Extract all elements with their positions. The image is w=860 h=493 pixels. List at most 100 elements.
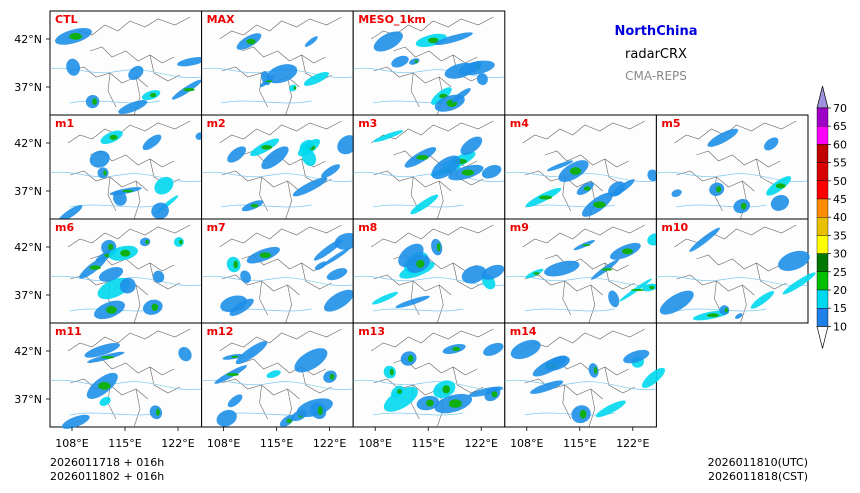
panel-label: m8 [358, 221, 377, 234]
echo-area [444, 62, 476, 79]
colorbar-tick-label: 50 [833, 175, 847, 188]
title-region: NorthChina [615, 24, 698, 39]
echo-area [119, 277, 136, 294]
echo-core [533, 272, 540, 275]
echo-area [373, 130, 404, 143]
echo-area [689, 227, 720, 252]
echo-area [292, 177, 328, 197]
echo-core [155, 408, 160, 416]
echo-core [569, 167, 582, 175]
lat-tick-label: 42°N [14, 345, 42, 358]
panel-label: m2 [207, 117, 226, 130]
echo-core [428, 37, 439, 44]
map-panel-meso_1km: MESO_1km [352, 10, 506, 116]
colorbar-tick-label: 10 [833, 320, 847, 333]
echo-area [154, 176, 174, 195]
echo-core [442, 385, 451, 394]
panel-label: m11 [55, 325, 82, 338]
echo-core [649, 285, 655, 290]
echo-area [483, 342, 504, 356]
echo-area [227, 146, 246, 163]
echo-core [246, 38, 256, 45]
echo-area [782, 272, 816, 295]
echo-core [416, 154, 429, 160]
panel-frame [352, 322, 506, 428]
lat-tick-label: 37°N [14, 81, 42, 94]
panel-label: m6 [55, 221, 74, 234]
panel-frame [201, 10, 354, 116]
panel-label: m14 [510, 325, 537, 338]
echo-core [436, 242, 441, 252]
colorbar-extend-min [816, 326, 829, 349]
echo-area [229, 298, 254, 316]
echo-core [491, 391, 498, 398]
echo-area [66, 58, 81, 76]
echo-core [145, 239, 149, 244]
echo-core [317, 406, 323, 416]
echo-core [103, 170, 107, 176]
map-panel-m9: m9 [504, 218, 662, 324]
echo-core [631, 289, 645, 291]
echo-area [481, 264, 505, 280]
echo-core [92, 98, 97, 105]
echo-area [149, 405, 163, 420]
footer-valid-utc: 2026011810(UTC) [708, 456, 808, 469]
footer-init-utc: 2026011718 + 016h [50, 456, 164, 469]
echo-core [183, 88, 195, 92]
echo-area [113, 190, 127, 206]
lon-tick-label: 115°E [411, 437, 444, 450]
echo-core [89, 265, 101, 270]
echo-core [407, 355, 414, 362]
echo-area [240, 270, 252, 284]
echo-area [151, 202, 169, 220]
lat-tick-label: 37°N [14, 185, 42, 198]
echo-area [177, 57, 206, 67]
echo-core [538, 195, 552, 200]
colorbar-segment [816, 144, 829, 163]
echo-core [740, 202, 747, 210]
panel-label: m12 [207, 325, 234, 338]
colorbar-tick-label: 40 [833, 211, 847, 224]
colorbar-segment [816, 235, 829, 254]
echo-core [231, 355, 239, 358]
map-panel-m4: m4 [504, 114, 659, 220]
colorbar-segment [816, 107, 829, 127]
echo-core [775, 183, 786, 189]
map-panel-m13: m13 [352, 322, 506, 428]
panel-label: m7 [207, 221, 226, 234]
echo-area [719, 305, 730, 315]
echo-area [371, 291, 399, 305]
echo-area [608, 290, 620, 308]
echo-core [582, 244, 591, 247]
coastline [353, 275, 505, 312]
province-borders [371, 120, 494, 220]
map-panel-m7: m7 [201, 218, 360, 324]
echo-area [750, 291, 775, 309]
echo-core [259, 252, 272, 258]
echo-core [108, 243, 114, 251]
echo-core [426, 399, 434, 407]
echo-area [410, 194, 439, 215]
echo-area [227, 394, 243, 408]
echo-core [414, 60, 419, 63]
echo-core [452, 346, 461, 352]
lon-tick-label: 122°E [464, 437, 497, 450]
panel-frame [504, 218, 657, 324]
province-borders [219, 16, 342, 116]
echo-core [250, 203, 259, 208]
echo-area [395, 295, 430, 309]
echo-area [476, 73, 488, 86]
colorbar-tick-label: 25 [833, 266, 847, 279]
echo-core [594, 366, 598, 375]
colorbar-segment [816, 125, 829, 145]
map-panel-m6: m6 [49, 218, 203, 324]
panel-frame [49, 322, 203, 428]
lon-tick-label: 108°E [358, 437, 391, 450]
echo-core [397, 389, 402, 394]
echo-core [179, 239, 183, 245]
echo-area [588, 363, 599, 378]
colorbar-segment [816, 180, 829, 200]
map-panel-m2: m2 [201, 114, 359, 220]
province-borders [67, 16, 191, 116]
lon-tick-label: 122°E [616, 437, 649, 450]
